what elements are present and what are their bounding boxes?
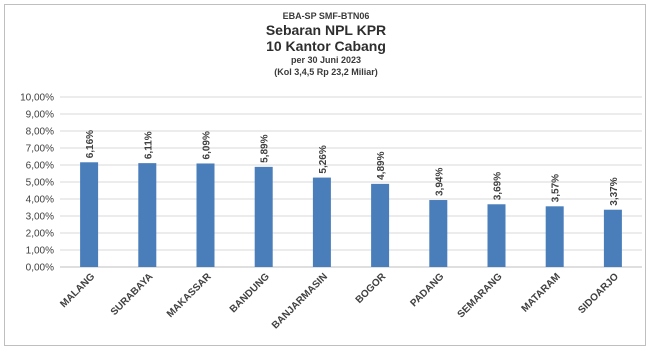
chart-code-line: EBA-SP SMF-BTN06: [282, 11, 370, 21]
y-tick-label: 0,00%: [26, 263, 54, 274]
y-tick-label: 10,00%: [20, 93, 54, 104]
data-labels: 6,16% 6,11% 6,09% 5,89% 5,26% 4,89% 3,94% 3,69%…: [85, 130, 620, 206]
data-label: 6,11%: [143, 131, 154, 159]
y-tick-label: 5,00%: [26, 178, 54, 189]
bar: [138, 163, 157, 267]
x-tick-label: BOGOR: [354, 271, 389, 306]
bar: [80, 162, 99, 267]
chart-note: (Kol 3,4,5 Rp 23,2 Miliar): [274, 67, 378, 77]
x-tick-label: SURABAYA: [109, 271, 156, 318]
data-label: 3,57%: [551, 174, 562, 202]
chart-date: per 30 Juni 2023: [290, 55, 362, 65]
x-tick-label: MATARAM: [520, 271, 563, 314]
bar: [603, 209, 622, 267]
y-tick-label: 3,00%: [26, 212, 54, 223]
gridlines: [60, 96, 642, 268]
data-label: 4,89%: [376, 151, 387, 179]
x-tick-label: MAKASSAR: [165, 271, 214, 320]
bar: [196, 163, 215, 267]
bar: [545, 206, 564, 267]
y-tick-label: 9,00%: [26, 110, 54, 121]
bar: [429, 200, 448, 267]
y-tick-label: 1,00%: [26, 246, 54, 257]
data-label: 5,89%: [260, 134, 271, 162]
y-tick-label: 7,00%: [26, 144, 54, 155]
x-tick-label: PADANG: [409, 271, 447, 309]
x-tick-label: MALANG: [58, 271, 97, 310]
x-tick-label: BANDUNG: [228, 271, 272, 315]
bar: [254, 166, 273, 267]
bars: [80, 162, 622, 267]
y-tick-label: 6,00%: [26, 161, 54, 172]
data-label: 6,09%: [202, 131, 213, 159]
bar: [487, 204, 506, 267]
data-label: 3,94%: [434, 168, 445, 196]
data-label: 3,69%: [493, 172, 504, 200]
chart-title: Sebaran NPL KPR: [265, 22, 387, 38]
chart-subtitle: 10 Kantor Cabang: [266, 38, 386, 54]
data-label: 5,26%: [318, 145, 329, 173]
y-tick-label: 2,00%: [26, 229, 54, 240]
y-tick-label: 8,00%: [26, 127, 54, 138]
bar: [371, 183, 390, 267]
x-tick-label: BANJARMASIN: [270, 271, 330, 331]
data-label: 3,37%: [609, 177, 620, 205]
x-tick-label: SEMARANG: [456, 271, 505, 320]
y-tick-label: 4,00%: [26, 195, 54, 206]
chart-frame: [4, 4, 646, 346]
chart-title-block: EBA-SP SMF-BTN06 Sebaran NPL KPR 10 Kant…: [0, 10, 652, 78]
data-label: 6,16%: [85, 130, 96, 158]
y-axis: 0,00% 1,00% 2,00% 3,00% 4,00% 5,00% 6,00% 7,00%…: [20, 93, 54, 274]
x-tick-label: SIDOARJO: [576, 271, 621, 316]
bar: [312, 177, 331, 267]
x-axis: MALANG SURABAYA MAKASSAR BANDUNGBANJARMASIN…: [58, 271, 621, 332]
